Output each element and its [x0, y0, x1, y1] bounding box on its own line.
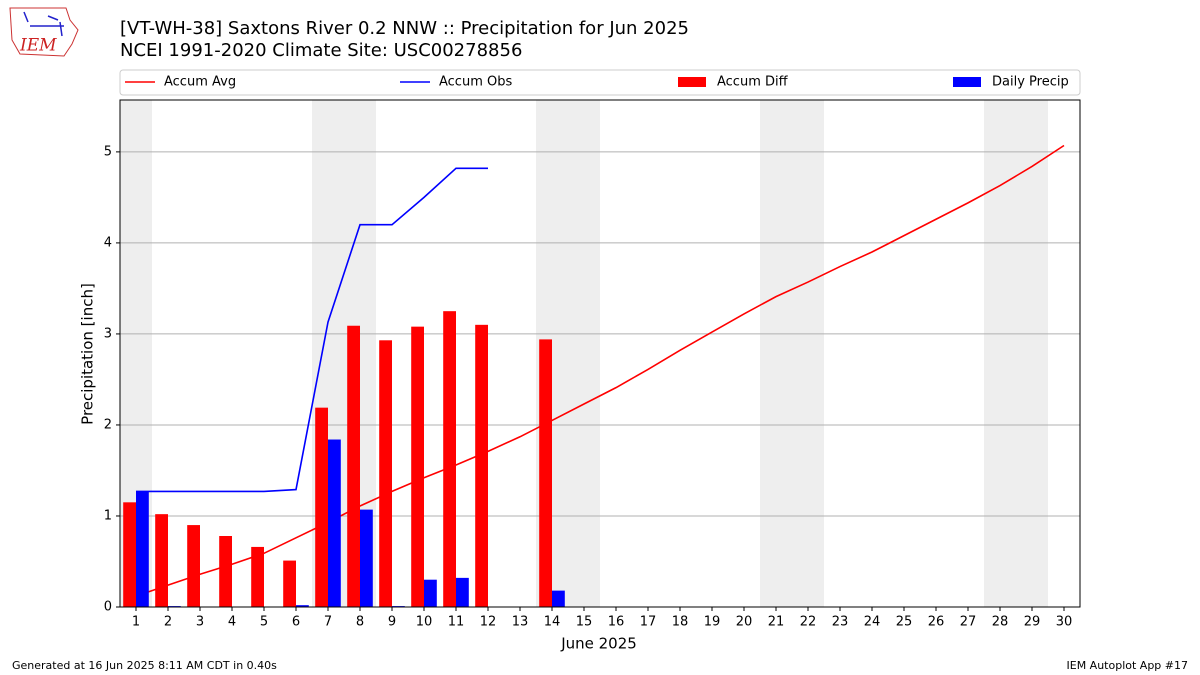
legend-label: Accum Diff: [717, 75, 789, 90]
x-tick-label: 30: [1056, 615, 1073, 630]
y-tick-label: 5: [104, 144, 112, 159]
legend-label: Accum Avg: [164, 75, 236, 90]
bar: [219, 536, 232, 607]
x-tick-label: 6: [292, 615, 300, 630]
weekend-shade: [760, 100, 824, 607]
bar: [187, 525, 200, 607]
y-tick-label: 2: [104, 417, 112, 432]
x-tick-label: 2: [164, 615, 172, 630]
bar: [424, 579, 437, 607]
bar: [328, 439, 341, 607]
bar: [539, 339, 552, 607]
x-tick-label: 23: [832, 615, 849, 630]
bar: [347, 325, 360, 607]
x-axis-label: June 2025: [560, 635, 637, 653]
x-tick-label: 24: [864, 615, 881, 630]
bar: [251, 546, 264, 607]
x-tick-label: 18: [672, 615, 689, 630]
x-tick-label: 15: [576, 615, 593, 630]
x-tick-label: 27: [960, 615, 977, 630]
x-tick-label: 12: [480, 615, 497, 630]
x-tick-label: 1: [132, 615, 140, 630]
logo: IEM: [9, 7, 79, 57]
x-tick-label: 21: [768, 615, 785, 630]
bar: [379, 340, 392, 607]
footer-left: Generated at 16 Jun 2025 8:11 AM CDT in …: [12, 659, 277, 672]
bar: [136, 491, 149, 607]
legend-frame: [119, 69, 1081, 96]
legend-swatch: [678, 77, 706, 87]
x-tick-label: 28: [992, 615, 1009, 630]
x-tick-label: 3: [196, 615, 204, 630]
x-tick-label: 5: [260, 615, 268, 630]
y-tick-label: 0: [104, 600, 112, 615]
bar: [315, 407, 328, 607]
line: [135, 144, 1065, 597]
logo-text: IEM: [19, 36, 57, 56]
x-tick-label: 9: [388, 615, 396, 630]
y-axis-label: Precipitation [inch]: [79, 283, 97, 425]
x-tick-label: 11: [448, 615, 465, 630]
x-tick-label: 29: [1024, 615, 1041, 630]
bar: [475, 324, 488, 607]
line: [136, 167, 488, 493]
y-tick-label: 3: [104, 326, 112, 341]
bar: [456, 577, 469, 607]
x-tick-label: 26: [928, 615, 945, 630]
bar: [443, 311, 456, 607]
y-tick-label: 1: [104, 508, 112, 523]
bar: [411, 326, 424, 607]
x-tick-label: 22: [800, 615, 817, 630]
x-tick-label: 13: [512, 615, 529, 630]
plot-frame: [119, 99, 1081, 608]
legend-swatch: [953, 77, 981, 87]
logo-icons: [23, 11, 64, 37]
x-tick-label: 19: [704, 615, 721, 630]
x-tick-label: 4: [228, 615, 236, 630]
x-tick-label: 16: [608, 615, 625, 630]
bar: [360, 509, 373, 607]
legend: Accum Avg Accum Obs Accum Diff Daily Precip: [119, 69, 1081, 96]
x-tick-label: 25: [896, 615, 913, 630]
bar: [296, 605, 309, 607]
chart-subtitle: NCEI 1991-2020 Climate Site: USC00278856: [120, 40, 522, 61]
x-tick-label: 7: [324, 615, 332, 630]
x-tick-label: 17: [640, 615, 657, 630]
bar: [123, 502, 136, 607]
x-tick-label: 14: [544, 615, 561, 630]
bar: [552, 590, 565, 607]
chart-title: [VT-WH-38] Saxtons River 0.2 NNW :: Prec…: [120, 18, 689, 39]
weekend-shade: [984, 100, 1048, 607]
x-tick-label: 20: [736, 615, 753, 630]
bar: [283, 560, 296, 607]
y-tick-label: 4: [104, 235, 112, 250]
x-tick-label: 8: [356, 615, 364, 630]
legend-label: Accum Obs: [439, 75, 512, 90]
footer-right: IEM Autoplot App #17: [1067, 659, 1189, 672]
x-tick-label: 10: [416, 615, 433, 630]
bar: [155, 514, 168, 607]
legend-label: Daily Precip: [992, 75, 1069, 90]
